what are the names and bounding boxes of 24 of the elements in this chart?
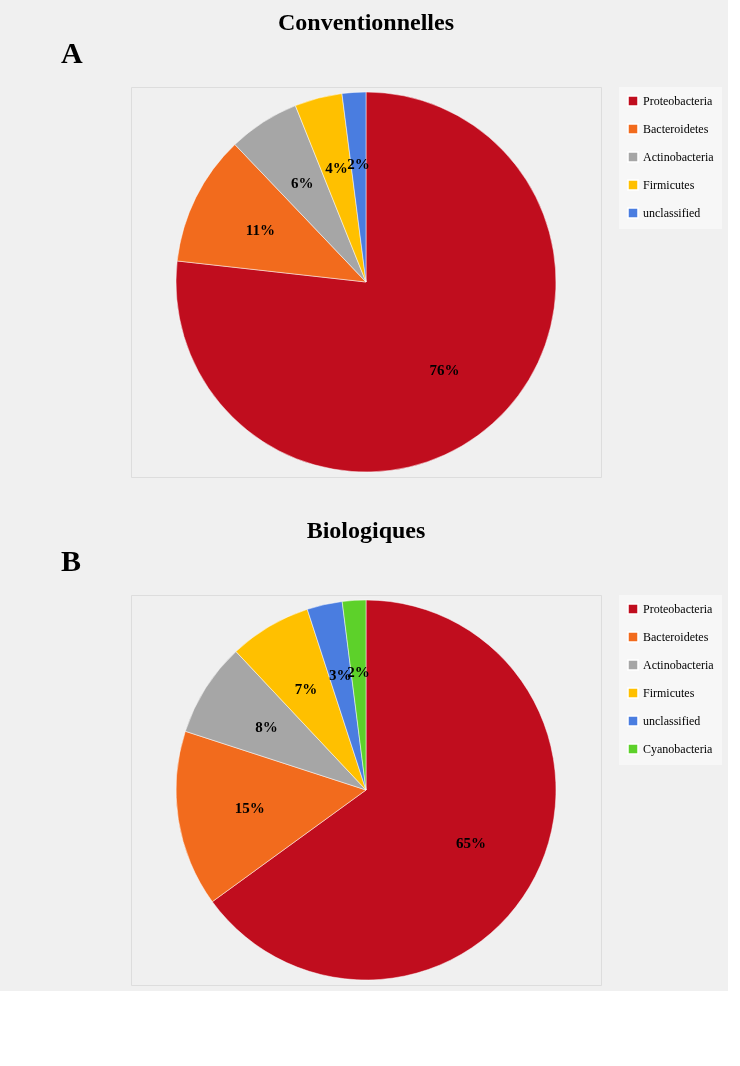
data-label: 76% bbox=[429, 361, 460, 378]
data-label: 65% bbox=[455, 835, 486, 852]
legend-label: Cyanobacteria bbox=[643, 742, 713, 756]
chart-title: Biologiques bbox=[306, 517, 426, 543]
data-label: 7% bbox=[294, 680, 318, 697]
data-label: 15% bbox=[234, 800, 265, 817]
data-label: 4% bbox=[325, 159, 348, 176]
legend-label: Proteobacteria bbox=[643, 602, 713, 616]
legend-label: Proteobacteria bbox=[643, 94, 713, 108]
chart-title: Conventionnelles bbox=[277, 9, 455, 35]
legend-label: Bacteroidetes bbox=[643, 630, 709, 644]
legend-label: Actinobacteria bbox=[643, 150, 715, 164]
pie-slice bbox=[175, 91, 557, 473]
legend-label: Bacteroidetes bbox=[643, 122, 709, 136]
text: B bbox=[61, 544, 82, 577]
data-label: 6% bbox=[291, 174, 314, 191]
data-label: 11% bbox=[245, 221, 276, 238]
legend-label: unclassified bbox=[643, 714, 701, 728]
legend-label: Actinobacteria bbox=[643, 658, 715, 672]
legend-label: Firmicutes bbox=[643, 178, 695, 192]
text: A bbox=[61, 36, 83, 69]
legend-label: unclassified bbox=[643, 206, 701, 220]
data-label: 8% bbox=[255, 718, 278, 735]
legend-label: Firmicutes bbox=[643, 686, 695, 700]
